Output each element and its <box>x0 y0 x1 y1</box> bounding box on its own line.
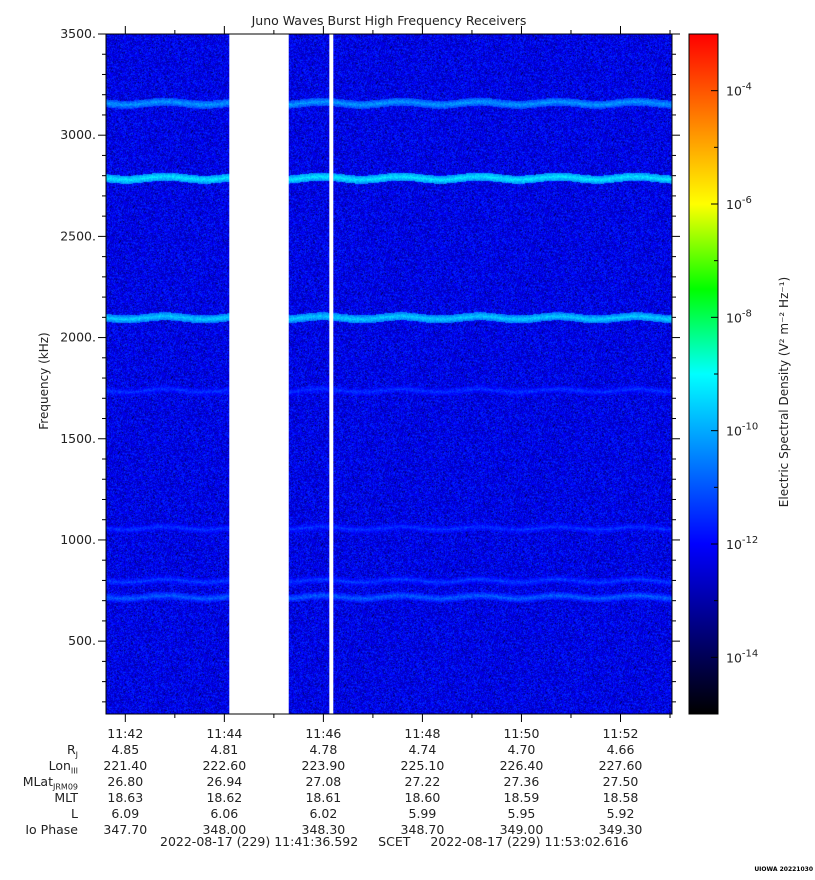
y-tick-label: 500. <box>68 633 96 648</box>
y-tick-label: 1000. <box>60 532 96 547</box>
colorbar-tick-label: 10-14 <box>726 648 758 665</box>
colorbar-label: Electric Spectral Density (V² m⁻² Hz⁻¹) <box>777 277 791 507</box>
data-gap <box>329 34 334 714</box>
ephemeris-value: 4.81 <box>210 742 239 757</box>
y-tick-label: 1500. <box>60 431 96 446</box>
ephemeris-value: 4.78 <box>309 742 338 757</box>
ephemeris-value: 18.59 <box>503 790 540 805</box>
ephemeris-value: 4.74 <box>408 742 437 757</box>
x-tick-label: 11:50 <box>503 726 539 741</box>
x-tick-label: 11:44 <box>206 726 242 741</box>
ephemeris-value: 225.10 <box>400 758 445 773</box>
colorbar: 10-4 10-6 10-8 10-10 10-12 10-14 <box>688 33 758 715</box>
ephemeris-value: 18.63 <box>107 790 144 805</box>
x-tick-label: 11:48 <box>404 726 440 741</box>
ephemeris-value: 5.92 <box>606 806 635 821</box>
credit-label: UIOWA 20221030 <box>754 866 813 873</box>
y-axis: 3500. 3000. 2500. 2000. 1500. 1000. 500. <box>60 26 680 703</box>
y-tick-label: 3500. <box>60 26 96 41</box>
ephemeris-value: 18.61 <box>305 790 342 805</box>
ephemeris-value: 18.60 <box>404 790 441 805</box>
plot-frame <box>105 33 673 715</box>
ephemeris-value: 6.06 <box>210 806 239 821</box>
ephemeris-value: 6.09 <box>111 806 140 821</box>
ephemeris-label: L <box>71 806 78 821</box>
colorbar-tick-label: 10-10 <box>726 422 758 439</box>
colorbar-tick-label: 10-12 <box>726 535 758 552</box>
ephemeris-value: 227.60 <box>598 758 643 773</box>
y-axis-label: Frequency (kHz) <box>37 332 51 429</box>
ephemeris-value: 27.08 <box>305 774 342 789</box>
ephemeris-value: 27.22 <box>404 774 441 789</box>
ephemeris-value: 6.02 <box>309 806 338 821</box>
ephemeris-value: 348.00 <box>202 822 247 837</box>
ephemeris-value: 222.60 <box>202 758 247 773</box>
ephemeris-value: 348.30 <box>301 822 346 837</box>
y-tick-label: 2000. <box>60 330 96 345</box>
colorbar-gradient <box>688 33 719 715</box>
scet-start: 2022-08-17 (229) 11:41:36.592 <box>160 834 359 849</box>
x-tick-label: 11:42 <box>107 726 143 741</box>
ephemeris-label: RJ <box>66 742 78 760</box>
ephemeris-value: 349.30 <box>598 822 643 837</box>
ephemeris-label: MLatJRM09 <box>22 774 78 792</box>
x-axis: 11:42 11:44 11:46 11:48 11:50 11:52 <box>107 26 671 741</box>
ephemeris-value: 221.40 <box>103 758 148 773</box>
ephemeris-value: 18.58 <box>602 790 639 805</box>
colorbar-tick-label: 10-6 <box>726 195 752 212</box>
spectrogram-plot <box>105 33 673 715</box>
ephemeris-value: 27.36 <box>503 774 540 789</box>
ephemeris-value: 5.99 <box>408 806 437 821</box>
ephemeris-value: 18.62 <box>206 790 243 805</box>
colorbar-tick-label: 10-8 <box>726 308 752 325</box>
scet-footer: 2022-08-17 (229) 11:41:36.592 SCET 2022-… <box>160 834 629 849</box>
ephemeris-value: 27.50 <box>602 774 639 789</box>
chart-title: Juno Waves Burst High Frequency Receiver… <box>251 13 527 28</box>
ephemeris-label: MLT <box>54 790 78 805</box>
ephemeris-value: 5.95 <box>507 806 536 821</box>
y-tick-label: 3000. <box>60 127 96 142</box>
data-gap <box>229 34 289 714</box>
ephemeris-label: Io Phase <box>25 822 78 837</box>
ephemeris-label: LonIII <box>48 758 78 776</box>
ephemeris-value: 347.70 <box>103 822 148 837</box>
ephemeris-value: 4.70 <box>507 742 536 757</box>
y-tick-label: 2500. <box>60 228 96 243</box>
colorbar-tick-label: 10-4 <box>726 82 752 99</box>
ephemeris-value: 348.70 <box>400 822 445 837</box>
ephemeris-value: 226.40 <box>499 758 544 773</box>
ephemeris-value: 26.80 <box>107 774 144 789</box>
x-tick-label: 11:46 <box>305 726 341 741</box>
ephemeris-value: 26.94 <box>206 774 243 789</box>
spectrogram-heatmap <box>106 34 672 714</box>
scet-end: 2022-08-17 (229) 11:53:02.616 <box>430 834 629 849</box>
x-tick-label: 11:52 <box>602 726 638 741</box>
ephemeris-value: 4.66 <box>606 742 635 757</box>
ephemeris-value: 4.85 <box>111 742 140 757</box>
ephemeris-value: 349.00 <box>499 822 544 837</box>
scet-label: SCET <box>378 834 411 849</box>
ephemeris-value: 223.90 <box>301 758 346 773</box>
